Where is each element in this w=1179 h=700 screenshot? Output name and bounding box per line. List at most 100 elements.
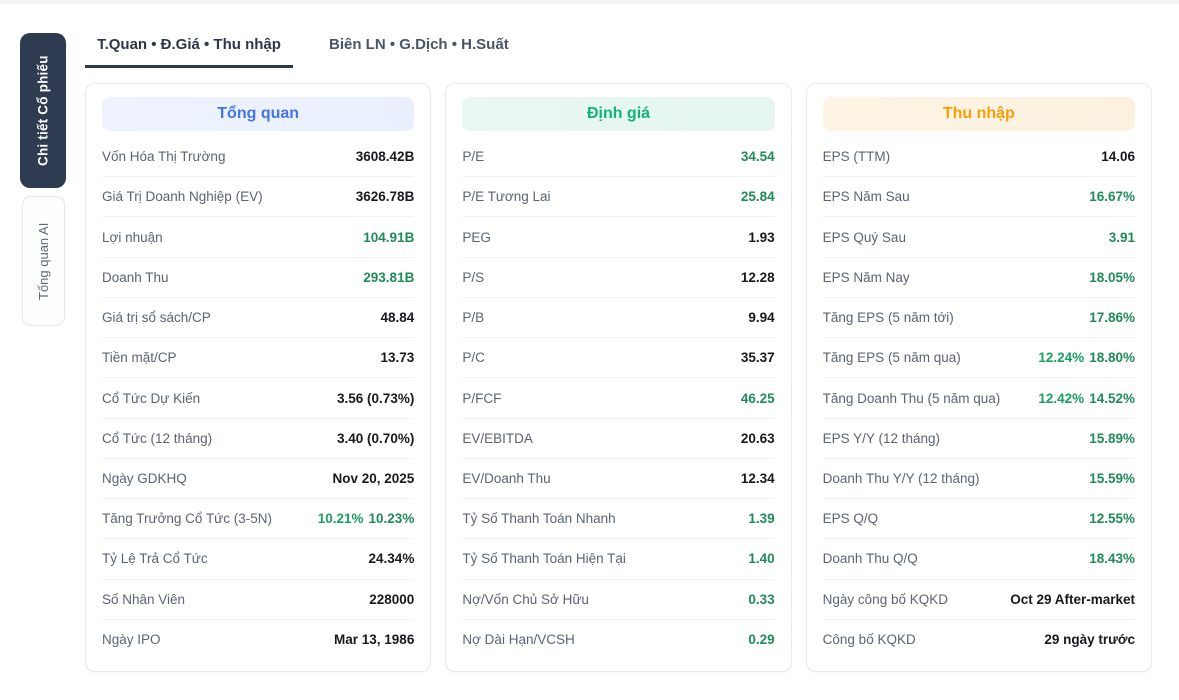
metric-value-primary: 12.42%	[1038, 390, 1085, 406]
metric-label[interactable]: EPS Quý Sau	[822, 229, 906, 245]
metric-row: Doanh Thu 293.81B	[102, 256, 415, 297]
sidebar-tab-ai-overview[interactable]: Tổng quan AI	[22, 196, 65, 326]
card-title: Tổng quan	[102, 97, 415, 131]
metric-label[interactable]: Doanh Thu Y/Y (12 tháng)	[822, 470, 980, 486]
top-divider-strip	[0, 0, 1179, 4]
metric-row: Số Nhân Viên 228000	[102, 578, 415, 619]
metric-value: 17.86%	[1089, 310, 1135, 326]
metric-row: Tăng Trưởng Cổ Tức (3-5N) 10.21% 10.23%	[102, 498, 415, 538]
metric-row: Doanh Thu Y/Y (12 tháng) 15.59%	[822, 457, 1135, 498]
metric-row: Tỷ Số Thanh Toán Nhanh 1.39	[462, 498, 775, 538]
metric-value: 9.94	[748, 310, 775, 326]
metric-row: Tỷ Số Thanh Toán Hiện Tại 1.40	[462, 538, 775, 578]
metric-label[interactable]: P/E	[462, 149, 485, 165]
metric-label[interactable]: Lợi nhuận	[102, 229, 163, 245]
metric-row: EPS Năm Nay 18.05%	[822, 256, 1135, 297]
metric-label[interactable]: Công bố KQKD	[822, 631, 916, 647]
metric-row: EPS Q/Q 12.55%	[822, 498, 1135, 538]
metric-label[interactable]: EPS Q/Q	[822, 511, 879, 527]
metric-row: Ngày GDKHQ Nov 20, 2025	[102, 457, 415, 498]
metric-label[interactable]: Tăng Trưởng Cổ Tức (3-5N)	[102, 511, 272, 527]
metric-row: Vốn Hóa Thị Trường 3608.42B	[102, 137, 414, 176]
metric-value: 20.63	[740, 430, 775, 446]
metric-group-tabbar: T.Quan • Đ.Giá • Thu nhập Biên LN • G.Dị…	[85, 28, 523, 68]
metric-label[interactable]: Tỷ Số Thanh Toán Hiện Tại	[462, 551, 626, 567]
card-title: Định giá	[462, 97, 775, 131]
metric-value: 228000	[369, 591, 415, 607]
metric-row: P/FCF 46.25	[462, 377, 775, 417]
metric-label[interactable]: PEG	[462, 229, 491, 245]
metric-label[interactable]: EV/EBITDA	[462, 430, 533, 446]
valuation-card: Định giá P/E 34.54 P/E Tương Lai 25.84 PEG 1.…	[445, 83, 792, 672]
metric-label[interactable]: Ngày GDKHQ	[102, 470, 187, 486]
card-rows: Vốn Hóa Thị Trường 3608.42B Giá Trị Doanh …	[102, 137, 415, 659]
metric-value: 25.84	[740, 189, 775, 205]
metric-label[interactable]: Vốn Hóa Thị Trường	[102, 149, 226, 165]
metric-value: Oct 29 After-market	[1010, 591, 1135, 607]
metric-label[interactable]: Tỷ Lệ Trả Cổ Tức	[102, 551, 208, 567]
metric-value: 14.06	[1101, 149, 1135, 165]
metric-row: EPS Quý Sau 3.91	[822, 216, 1135, 256]
metric-label[interactable]: Nợ/Vốn Chủ Sở Hữu	[462, 591, 589, 607]
metric-row: Tiền mặt/CP 13.73	[102, 337, 415, 377]
metric-label[interactable]: EV/Doanh Thu	[462, 470, 551, 486]
metric-label[interactable]: Giá Trị Doanh Nghiệp (EV)	[102, 189, 263, 205]
metric-value: 29 ngày trước	[1044, 631, 1135, 647]
metric-row: EV/Doanh Thu 12.34	[462, 457, 775, 498]
metric-label[interactable]: Tăng EPS (5 năm tới)	[822, 310, 954, 326]
metric-label[interactable]: P/S	[462, 269, 485, 285]
metric-label[interactable]: Tăng Doanh Thu (5 năm qua)	[822, 390, 1001, 406]
metric-row: Giá Trị Doanh Nghiệp (EV) 3626.78B	[102, 176, 415, 216]
metric-label[interactable]: Cổ Tức (12 tháng)	[102, 430, 213, 446]
metric-label[interactable]: Ngày IPO	[102, 631, 161, 647]
metric-label[interactable]: EPS Y/Y (12 tháng)	[822, 430, 940, 446]
metric-label[interactable]: Ngày công bố KQKD	[822, 591, 948, 607]
metric-row: Cổ Tức Dự Kiến 3.56 (0.73%)	[102, 377, 415, 417]
card-rows: EPS (TTM) 14.06 EPS Năm Sau 16.67% EPS Quý S…	[822, 137, 1135, 659]
metric-value: 0.29	[748, 631, 775, 647]
metric-label[interactable]: Giá trị sổ sách/CP	[102, 310, 211, 326]
earnings-card: Thu nhập EPS (TTM) 14.06 EPS Năm Sau 16.67%…	[805, 83, 1152, 672]
card-title: Thu nhập	[822, 97, 1135, 131]
metric-label[interactable]: Nợ Dài Hạn/VCSH	[462, 631, 575, 647]
metric-row: PEG 1.93	[462, 216, 775, 256]
metric-label[interactable]: EPS Năm Nay	[822, 269, 910, 285]
metric-label[interactable]: Doanh Thu Q/Q	[822, 551, 918, 567]
metric-row: Tăng Doanh Thu (5 năm qua) 12.42% 14.52%	[822, 377, 1135, 417]
metric-row: Tỷ Lệ Trả Cổ Tức 24.34%	[102, 538, 415, 578]
metric-value: 18.05%	[1089, 269, 1135, 285]
metric-row: EPS Năm Sau 16.67%	[822, 176, 1135, 216]
tab-margins-trading-performance[interactable]: Biên LN • G.Dịch • H.Suất	[329, 36, 509, 53]
metric-label[interactable]: Số Nhân Viên	[102, 591, 186, 607]
tab-overview-valuation-earnings[interactable]: T.Quan • Đ.Giá • Thu nhập	[85, 28, 293, 68]
metric-value: 1.93	[748, 229, 775, 245]
metric-row: P/C 35.37	[462, 337, 775, 377]
metric-value: 15.59%	[1089, 470, 1135, 486]
metric-value: 12.42% 14.52%	[1038, 391, 1135, 406]
metric-row: P/E 34.54	[462, 137, 774, 176]
metric-label[interactable]: EPS (TTM)	[822, 149, 891, 165]
sidebar-tab-stock-detail[interactable]: Chi tiết Cổ phiếu	[20, 33, 66, 188]
metric-label[interactable]: P/E Tương Lai	[462, 189, 551, 205]
metric-value: 3626.78B	[355, 189, 415, 205]
metric-value: 0.33	[748, 591, 775, 607]
metric-row: Giá trị sổ sách/CP 48.84	[102, 296, 415, 337]
metric-value: 13.73	[380, 350, 415, 366]
metric-label[interactable]: Tiền mặt/CP	[102, 350, 177, 366]
metric-value: 18.43%	[1089, 551, 1135, 567]
metric-label[interactable]: P/FCF	[462, 390, 502, 406]
metric-value: 104.91B	[363, 229, 415, 245]
metric-row: P/E Tương Lai 25.84	[462, 176, 775, 216]
metric-label[interactable]: Tỷ Số Thanh Toán Nhanh	[462, 511, 616, 527]
metric-label[interactable]: Tăng EPS (5 năm qua)	[822, 350, 961, 366]
metric-value: 1.39	[748, 511, 775, 527]
metric-label[interactable]: EPS Năm Sau	[822, 189, 910, 205]
metric-row: Công bố KQKD 29 ngày trước	[822, 618, 1135, 659]
metric-label[interactable]: Cổ Tức Dự Kiến	[102, 390, 201, 406]
metric-row: Tăng EPS (5 năm qua) 12.24% 18.80%	[822, 337, 1135, 377]
metric-label[interactable]: P/C	[462, 350, 485, 366]
metric-label[interactable]: Doanh Thu	[102, 269, 169, 285]
cards-row: Tổng quan Vốn Hóa Thị Trường 3608.42B Giá …	[85, 83, 1152, 672]
metric-label[interactable]: P/B	[462, 310, 485, 326]
